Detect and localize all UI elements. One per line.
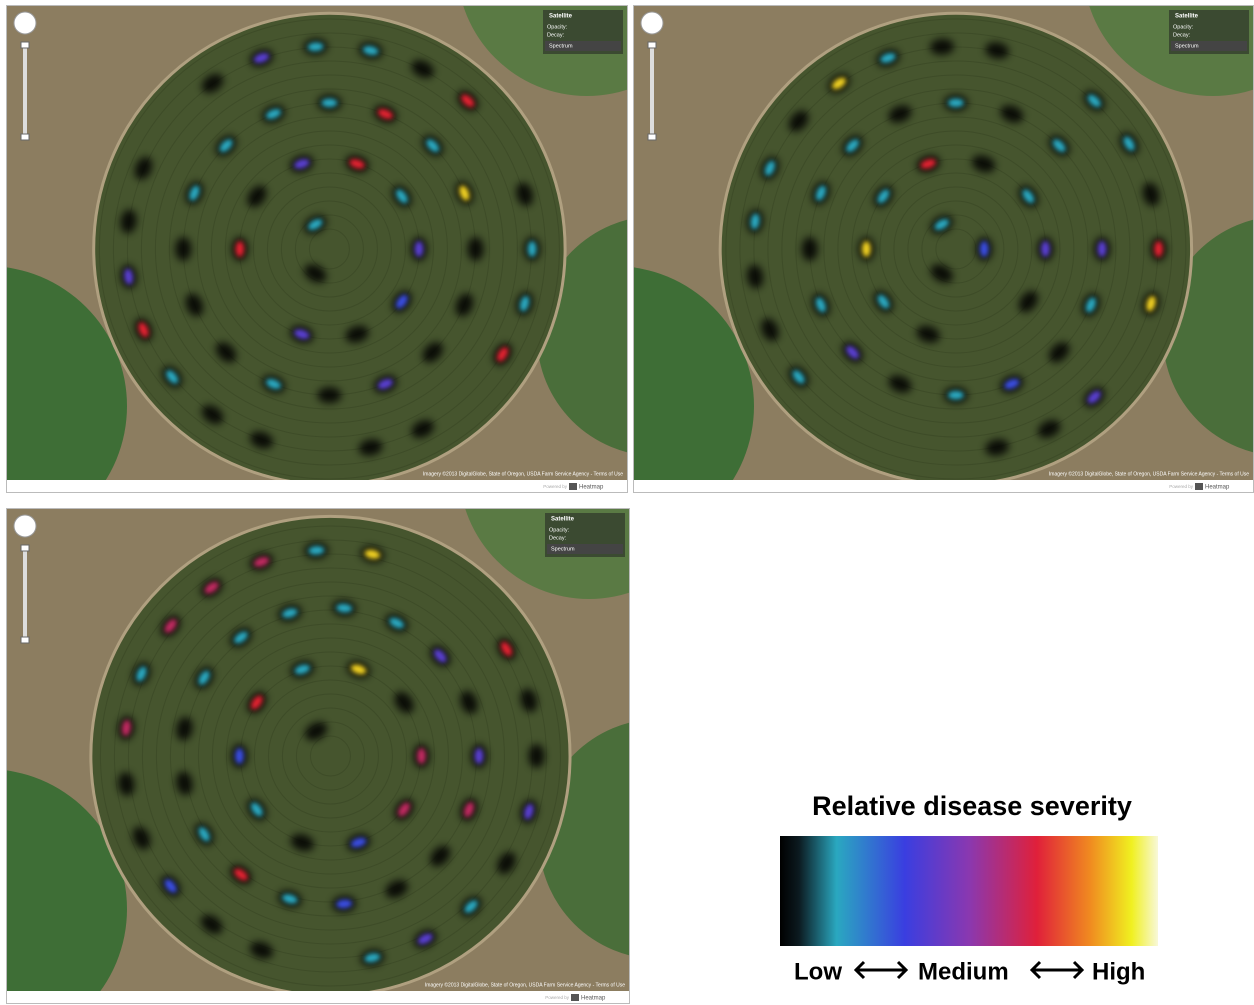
layer-label: Satellite [1175, 14, 1199, 20]
powered-by: Powered by [545, 995, 570, 1000]
attribution: Imagery ©2013 DigitalGlobe, State of Ore… [423, 470, 623, 477]
low-label: Low [794, 958, 842, 985]
map-panel: Satellite Opacity: Decay: Spectrum Imagery ©… [6, 508, 630, 1004]
footer-strip [7, 480, 627, 492]
brand: Heatmap [581, 996, 606, 1002]
figure: Satellite Opacity: Decay: Spectrum Imagery ©… [0, 0, 1254, 1005]
attribution: Imagery ©2013 DigitalGlobe, State of Ore… [425, 981, 625, 988]
opacity-label: Opacity: [547, 24, 568, 30]
zoom-handle [648, 42, 656, 48]
decay-label: Decay: [1173, 32, 1191, 38]
heat-core [948, 98, 964, 107]
arrow [856, 962, 906, 978]
heat-halo [802, 237, 818, 261]
heat-halo [528, 744, 544, 768]
brand-icon [569, 483, 577, 490]
pivot-field [94, 13, 565, 484]
brand: Heatmap [1205, 485, 1230, 491]
heat-core [1041, 241, 1050, 257]
pan-control [641, 12, 663, 34]
heat-core [1098, 241, 1107, 257]
powered-by: Powered by [1169, 484, 1194, 489]
heat-core [1154, 241, 1163, 257]
heat-core [948, 391, 964, 400]
pivot-field [720, 13, 1191, 484]
brand-icon [571, 994, 579, 1001]
heat-halo [175, 237, 191, 261]
heat-core [980, 241, 989, 257]
pivot-field [91, 516, 570, 995]
footer-strip [7, 991, 629, 1003]
layer-label: Satellite [549, 14, 573, 20]
map-panel: Satellite Opacity: Decay: Spectrum Imagery ©… [6, 5, 628, 493]
pan-control [14, 515, 36, 537]
zoom-handle [21, 134, 29, 140]
heat-core [528, 241, 537, 257]
heat-core [235, 241, 244, 257]
heat-halo [468, 237, 484, 261]
opacity-label: Opacity: [549, 527, 570, 533]
high-label: High [1092, 958, 1145, 985]
powered-by: Powered by [543, 484, 568, 489]
heat-core [862, 241, 871, 257]
heat-core [235, 748, 244, 764]
zoom-handle [21, 637, 29, 643]
spectrum-label: Spectrum [549, 43, 573, 49]
opacity-label: Opacity: [1173, 24, 1194, 30]
heat-core [417, 748, 426, 764]
zoom-handle [21, 545, 29, 551]
map-panel: Satellite Opacity: Decay: Spectrum Imagery ©… [633, 5, 1254, 493]
pan-control [14, 12, 36, 34]
heat-halo [317, 387, 341, 403]
spectrum-label: Spectrum [1175, 43, 1199, 49]
brand-icon [1195, 483, 1203, 490]
footer-strip [634, 480, 1253, 492]
heat-core [414, 241, 423, 257]
color-scale [780, 836, 1158, 946]
zoom-handle [648, 134, 656, 140]
decay-label: Decay: [549, 535, 567, 541]
legend: Relative disease severity Low Medium Hig… [760, 780, 1180, 1000]
layer-label: Satellite [551, 517, 575, 523]
brand: Heatmap [579, 485, 604, 491]
heat-core [321, 98, 337, 107]
decay-label: Decay: [547, 32, 565, 38]
heat-core [474, 748, 483, 764]
arrow [1032, 962, 1082, 978]
attribution: Imagery ©2013 DigitalGlobe, State of Ore… [1049, 470, 1249, 477]
medium-label: Medium [918, 958, 1009, 985]
zoom-handle [21, 42, 29, 48]
spectrum-label: Spectrum [551, 546, 575, 552]
legend-title: Relative disease severity [812, 791, 1132, 821]
